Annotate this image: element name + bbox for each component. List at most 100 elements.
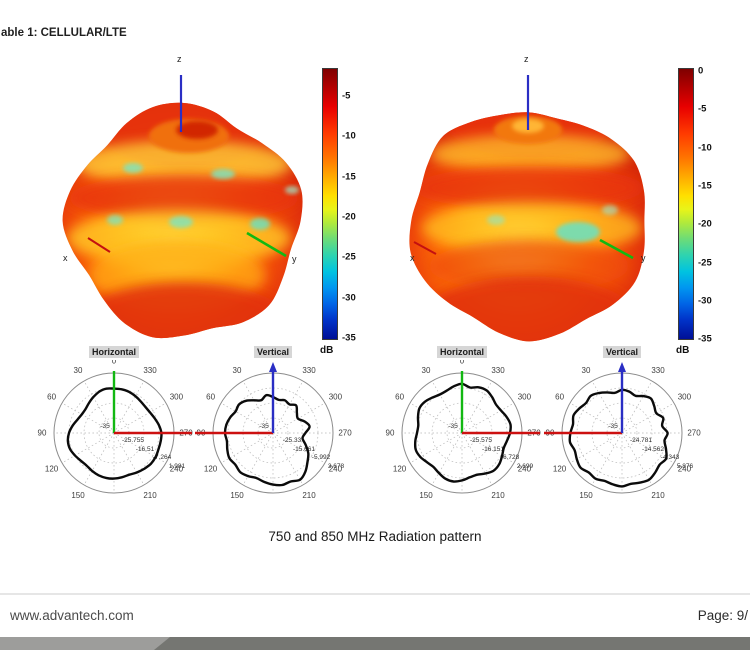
colorbar-tick-label: -10 xyxy=(698,142,712,154)
angle-tick-label: 0 xyxy=(460,360,465,366)
colorbar-gradient xyxy=(322,68,338,340)
blue-axis-arrowhead xyxy=(269,362,277,372)
angle-tick-label: 30 xyxy=(74,366,83,375)
angle-tick-label: 210 xyxy=(143,491,157,500)
footer-website-link[interactable]: www.advantech.com xyxy=(10,608,134,623)
y-axis-line xyxy=(599,238,634,260)
radial-tick-label: -6.728 xyxy=(501,454,520,461)
colorbar-tick-label: -5 xyxy=(698,103,707,115)
polar-spoke xyxy=(409,432,463,464)
radial-tick-label: 2.699 xyxy=(517,463,534,470)
angle-tick-label: 150 xyxy=(579,491,593,500)
colorbar-unit: dB xyxy=(676,345,690,356)
polar-title: Horizontal xyxy=(437,346,487,358)
angle-tick-label: 90 xyxy=(38,429,47,438)
angle-tick-label: 90 xyxy=(386,429,395,438)
polar-title: Vertical xyxy=(253,346,293,358)
colorbar-tick-label: -35 xyxy=(698,333,712,345)
polar-plot-750-vertical: Vertical -35 -25.33 -15.661 -5.992 3.678 30 60… xyxy=(193,346,353,510)
angle-tick-label: 120 xyxy=(393,465,407,474)
x-axis-line xyxy=(87,237,111,253)
footer-divider xyxy=(0,593,750,595)
polar-chart-750-horizontal: -35 -25.755 -16.51-7.264 1.981 0 30 60 90 120 150… xyxy=(38,360,194,500)
radial-tick-label: 5.876 xyxy=(677,463,694,470)
angle-tick-label: 330 xyxy=(491,366,505,375)
radiation-pattern-curve xyxy=(568,388,669,488)
angle-tick-label: 240 xyxy=(518,465,532,474)
table-caption: able 1: CELLULAR/LTE xyxy=(1,27,127,39)
angle-tick-label: 60 xyxy=(555,393,564,402)
colorbar-tick-label: -35 xyxy=(342,332,356,344)
colorbar-tick-label: -20 xyxy=(698,218,712,230)
radial-tick-label: 1.981 xyxy=(169,463,186,470)
polar-spoke xyxy=(591,432,623,486)
colorbar-tick-label: -15 xyxy=(698,180,712,192)
y-axis-line xyxy=(246,231,287,258)
colorbar-tick-label: -30 xyxy=(698,295,712,307)
angle-tick-label: 330 xyxy=(302,366,316,375)
angle-tick-label: 240 xyxy=(329,465,343,474)
radial-tick-label: -24.781 xyxy=(630,437,652,444)
colorbar-850: 0 -5 -10 -15 -20 -25 -30 -35 dB xyxy=(676,66,712,357)
surface-shading xyxy=(414,112,644,342)
angle-tick-label: 240 xyxy=(170,465,184,474)
angle-tick-label: 30 xyxy=(422,366,431,375)
radiation-pattern-curve xyxy=(413,382,512,483)
radiation-3d-surface-850 xyxy=(409,75,645,342)
polar-plot-850-vertical: Vertical -35 -24.781 -14.562 -4.343 5.876 30 6… xyxy=(542,346,702,510)
footer-page-indicator: Page: 9/ xyxy=(697,608,748,623)
blue-axis-arrowhead xyxy=(618,362,626,372)
colorbar-tick-label: -10 xyxy=(342,130,356,142)
radial-tick-label: 3.678 xyxy=(328,463,345,470)
z-axis-label: z xyxy=(524,54,529,64)
angle-tick-label: 60 xyxy=(395,393,404,402)
radiation-pattern-curve xyxy=(223,393,311,487)
angle-tick-label: 300 xyxy=(329,393,343,402)
polar-title: Horizontal xyxy=(89,346,139,358)
colorbar-tick-label: -30 xyxy=(342,292,356,303)
colorbar-ticks: -5 -10 -15 -20 -25 -30 -35 xyxy=(342,68,382,344)
angle-tick-label: 120 xyxy=(553,465,567,474)
colorbar-tick-label: 0 xyxy=(698,65,704,77)
angle-tick-label: 60 xyxy=(206,393,215,402)
radial-tick-label: -15.661 xyxy=(293,446,315,453)
x-axis-label: x xyxy=(410,253,415,263)
radiation-3d-surface-750 xyxy=(62,75,303,339)
angle-tick-label: 270 xyxy=(687,429,701,438)
x-axis-label: x xyxy=(63,253,68,263)
radial-tick-label: -25.575 xyxy=(470,437,492,444)
angle-tick-label: 330 xyxy=(143,366,157,375)
radial-tick-label: -35 xyxy=(100,423,110,430)
radial-tick-label: -4.343 xyxy=(661,454,680,461)
radial-tick-label: -16.51 xyxy=(136,446,155,453)
angle-tick-label: 210 xyxy=(302,491,316,500)
colorbar-tick-label: -25 xyxy=(342,251,356,263)
polar-ring xyxy=(606,417,638,449)
x-axis-line xyxy=(413,241,437,255)
polar-spoke xyxy=(431,432,463,486)
angle-tick-label: 210 xyxy=(491,491,505,500)
angle-tick-label: 300 xyxy=(678,393,692,402)
radial-tick-label: -25.755 xyxy=(122,437,144,444)
polar-plot-750-horizontal: Horizontal -35 -25.755 -16.51 -7.264 1.981 0 3… xyxy=(34,346,194,510)
angle-tick-label: 30 xyxy=(233,366,242,375)
polar-ring xyxy=(257,417,289,449)
colorbar-tick-label: -15 xyxy=(342,171,356,183)
radial-tick-label: -5.992 xyxy=(312,454,331,461)
angle-tick-label: 330 xyxy=(651,366,665,375)
polar-spoke xyxy=(242,432,274,486)
colorbar-ticks: 0 -5 -10 -15 -20 -25 -30 -35 xyxy=(698,65,738,345)
radial-tick-label: -25.33 xyxy=(283,437,302,444)
polar-spoke xyxy=(83,432,115,486)
figure-caption: 750 and 850 MHz Radiation pattern xyxy=(268,529,482,544)
colorbar-750: -5 -10 -15 -20 -25 -30 -35 dB xyxy=(320,68,356,356)
z-axis-label: z xyxy=(177,54,182,64)
angle-tick-label: 120 xyxy=(45,465,59,474)
angle-tick-label: 210 xyxy=(651,491,665,500)
angle-tick-label: 300 xyxy=(170,393,184,402)
radiation-pattern-curve xyxy=(66,387,163,480)
radial-tick-label: -35 xyxy=(448,423,458,430)
angle-tick-label: 150 xyxy=(230,491,244,500)
angle-tick-label: 240 xyxy=(678,465,692,474)
